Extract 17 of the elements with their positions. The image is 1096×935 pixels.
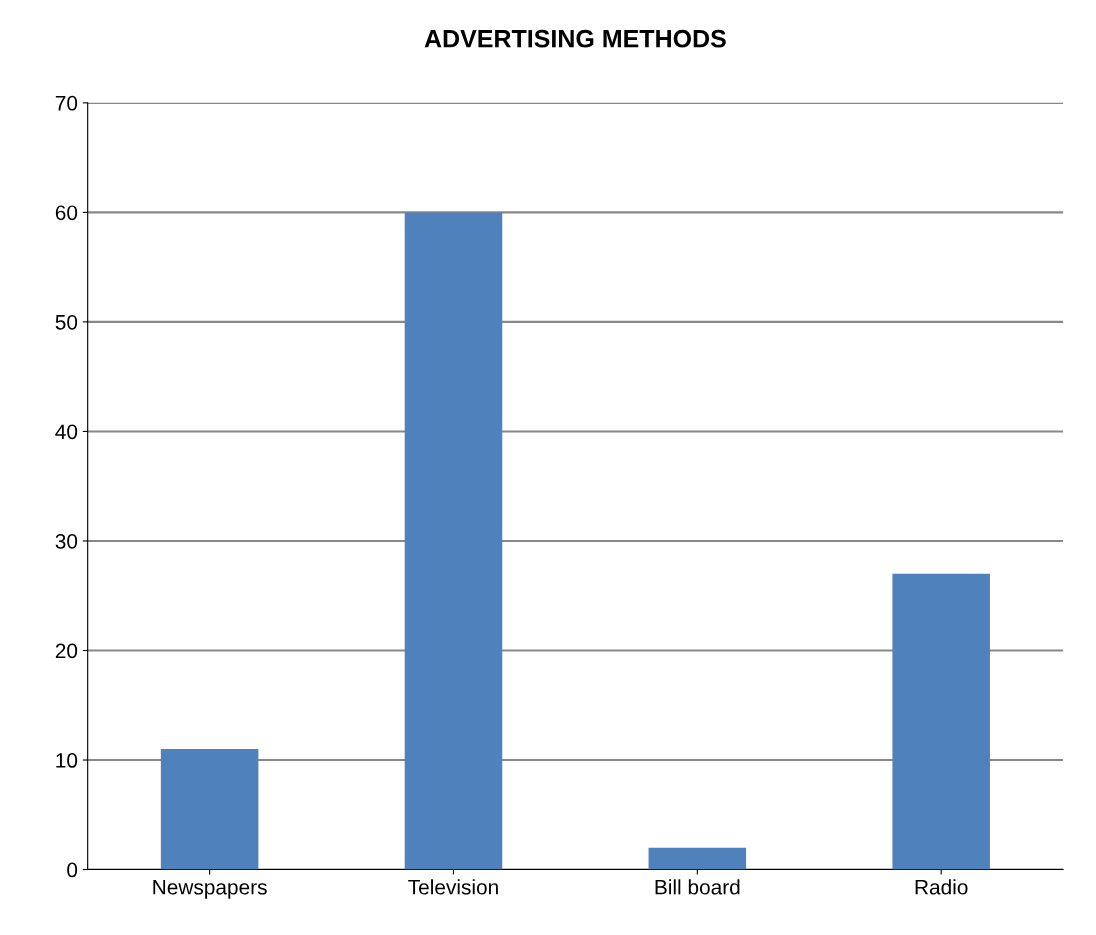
y-tick-label: 50: [55, 314, 78, 330]
x-tick-label: Radio: [915, 879, 968, 895]
y-tick-label: 0: [67, 862, 78, 878]
chart-title: ADVERTISING METHODS: [424, 29, 726, 48]
y-tick-label: 10: [56, 753, 78, 768]
x-tick-label: Newspapers: [153, 880, 267, 899]
y-tick-label: 60: [55, 205, 78, 221]
y-tick-label: 20: [55, 643, 78, 659]
bar: [648, 847, 747, 870]
x-tick-label: Bill board: [655, 879, 740, 895]
y-tick-label: 40: [55, 424, 78, 440]
y-tick-label: 30: [55, 533, 78, 549]
bar: [160, 749, 259, 870]
bar: [404, 212, 503, 870]
y-tick-label: 70: [55, 95, 78, 111]
bar: [892, 573, 990, 870]
x-tick-label: Television: [408, 879, 498, 895]
